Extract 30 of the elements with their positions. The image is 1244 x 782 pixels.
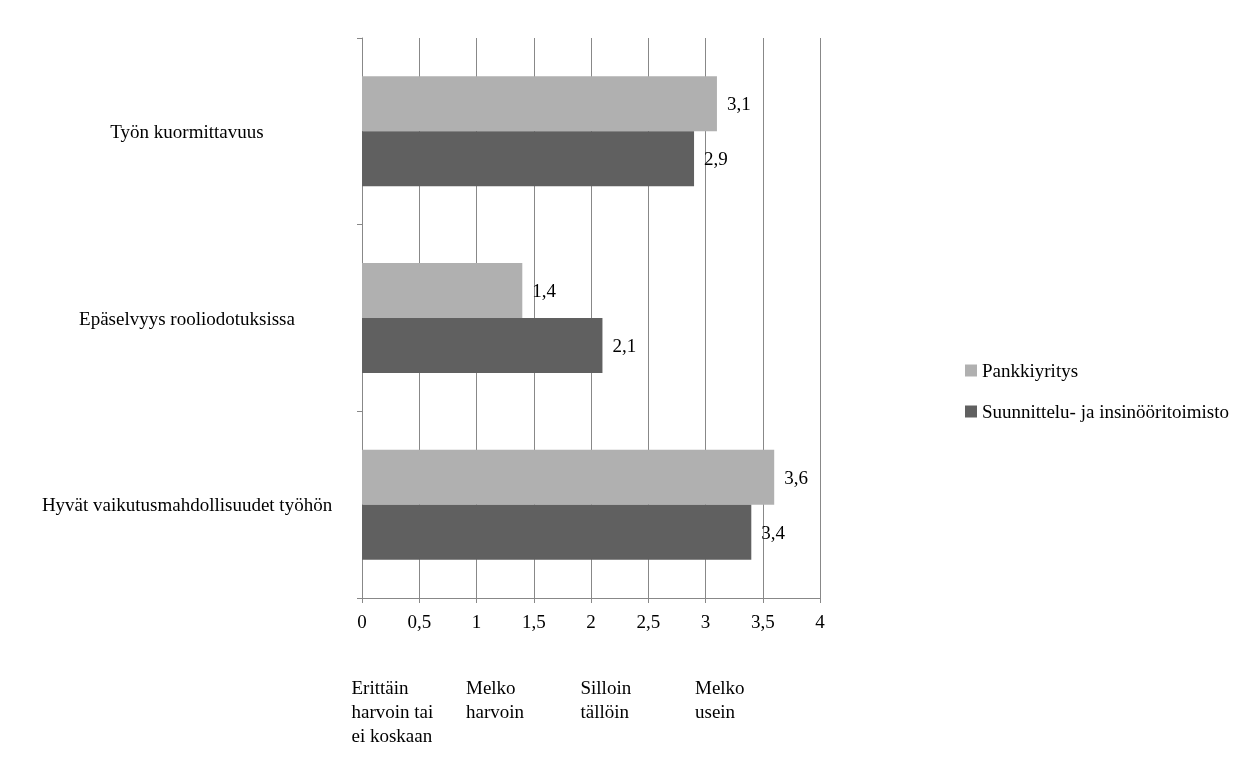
bar: [362, 504, 752, 560]
text: Erittäin harvoin tai ei koskaan: [351, 676, 439, 746]
bar: [362, 131, 695, 187]
text: Melko harvoin: [466, 676, 525, 722]
x-tick-label: 0: [357, 611, 367, 632]
data-label: 3,6: [784, 466, 808, 488]
bar: [362, 318, 603, 373]
data-label: 2,1: [612, 335, 637, 356]
x-tick-label: 1,5: [521, 611, 546, 632]
data-label: 1,4: [532, 280, 557, 301]
x-tick-label: 0,5: [407, 611, 432, 632]
bar: [362, 263, 523, 318]
legend-label: Suunnittelu- ja insinööritoimisto: [982, 401, 1229, 422]
legend-label: Pankkiyritys: [982, 360, 1079, 381]
x-tick-label: 3,5: [750, 611, 775, 632]
data-label: 3,1: [726, 93, 751, 115]
bar: [362, 76, 717, 132]
x-tick-label: 2: [586, 611, 596, 632]
x-tick-label: 3: [700, 611, 711, 632]
y-tick-label: Epäselvyys rooliodotuksissa: [79, 307, 296, 329]
x-tick-label: 1: [471, 611, 482, 632]
x-tick-label: 2,5: [636, 611, 661, 632]
data-label: 3,4: [761, 521, 786, 543]
data-label: 2,9: [704, 148, 728, 170]
text: Melko usein: [695, 676, 750, 722]
y-tick-label: Työn kuormittavuus: [110, 120, 264, 142]
x-tick-label: 4: [815, 611, 826, 632]
bar: [362, 449, 775, 505]
y-tick-label: Hyvät vaikutusmahdollisuudet työhön: [41, 494, 333, 516]
text: Silloin tällöin: [580, 676, 636, 722]
